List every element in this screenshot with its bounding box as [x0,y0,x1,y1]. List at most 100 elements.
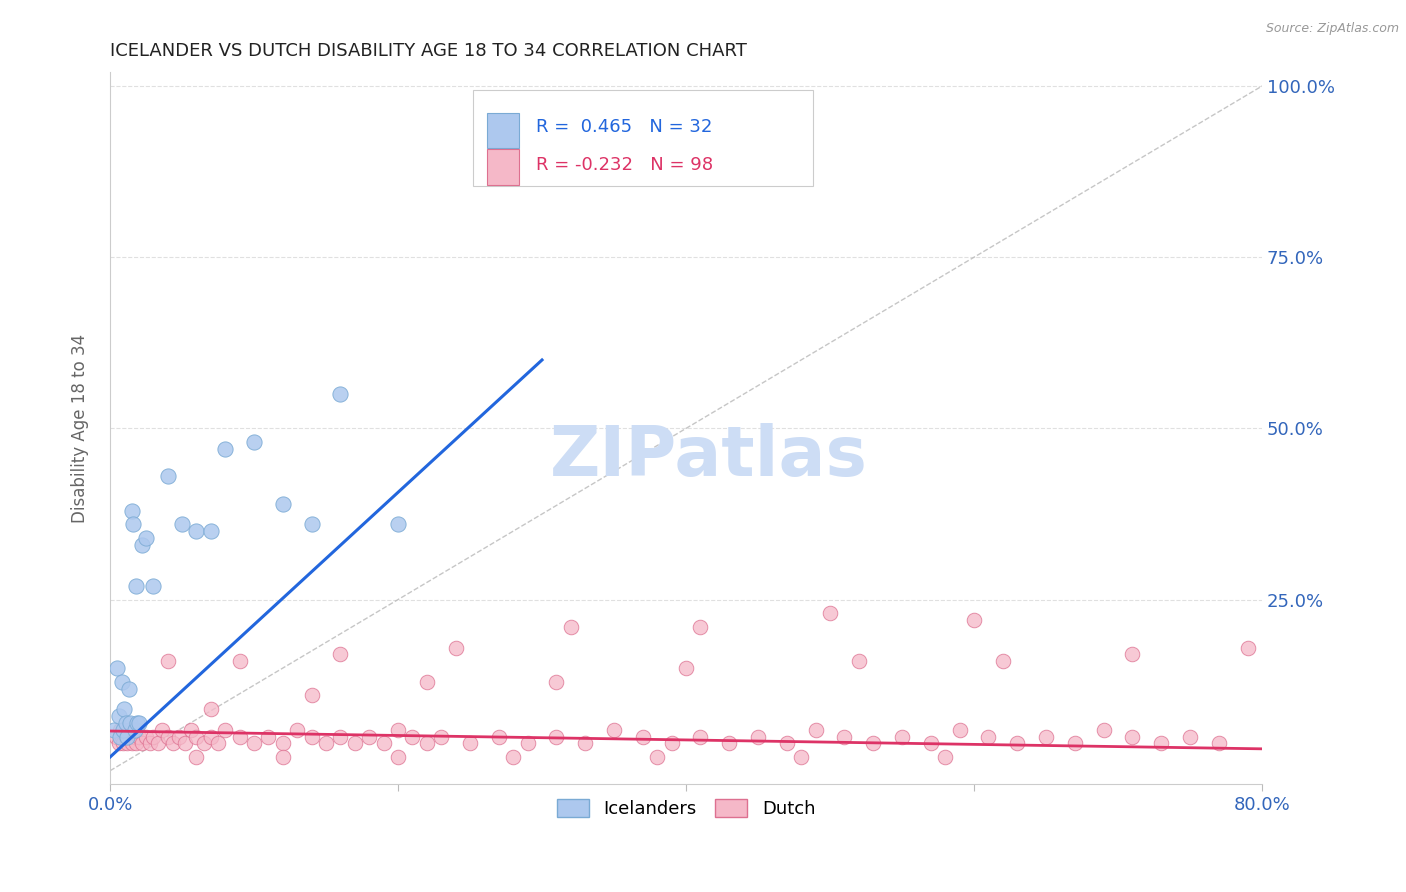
Point [747,730,769,744]
Point [574,736,596,750]
Point [107,736,129,750]
Point [689,730,711,744]
Point [474,127,496,141]
Point [1063,736,1085,750]
Point [329,730,352,744]
Point [103,723,125,737]
Point [776,736,799,750]
Point [167,730,190,744]
Point [193,736,215,750]
Point [114,723,136,737]
Point [818,607,841,621]
Point [948,723,970,737]
Point [174,736,197,750]
Point [127,723,149,737]
Point [848,654,870,668]
Point [546,730,568,744]
Point [401,730,423,744]
Point [1236,640,1258,655]
Point [488,730,510,744]
FancyBboxPatch shape [472,90,813,186]
Point [112,723,135,737]
Point [977,730,1000,744]
Point [125,736,148,750]
Point [105,661,128,675]
Point [107,709,129,723]
Point [125,579,148,593]
Point [458,736,481,750]
Point [416,674,439,689]
Point [200,524,222,538]
Point [121,503,143,517]
Point [120,715,142,730]
Point [170,517,193,532]
Point [301,689,323,703]
Point [416,736,439,750]
Point [243,435,266,450]
Point [110,674,132,689]
Point [1035,730,1057,744]
Point [180,723,202,737]
Point [228,654,250,668]
Point [214,723,236,737]
Y-axis label: Disability Age 18 to 34: Disability Age 18 to 34 [72,334,89,523]
Point [560,620,582,634]
Point [631,730,654,744]
Point [516,736,538,750]
Point [131,736,153,750]
Point [122,723,145,737]
Point [207,736,229,750]
Text: R = -0.232   N = 98: R = -0.232 N = 98 [536,156,713,174]
Point [124,730,146,744]
Point [546,674,568,689]
Point [675,661,697,675]
Point [257,730,280,744]
Point [120,730,142,744]
Point [920,736,942,750]
Legend: Icelanders, Dutch: Icelanders, Dutch [550,791,823,825]
FancyBboxPatch shape [486,149,519,185]
Point [271,750,294,764]
Point [121,736,143,750]
Point [135,531,157,545]
Point [115,715,138,730]
Point [1150,736,1173,750]
Point [963,613,986,627]
Point [689,620,711,634]
Point [117,730,139,744]
Point [387,750,409,764]
Point [444,640,467,655]
Point [243,736,266,750]
Point [1178,730,1201,744]
Point [315,736,337,750]
Point [124,723,146,737]
Point [118,681,141,696]
Point [645,750,668,764]
Point [804,723,827,737]
Point [115,730,138,744]
Point [131,538,153,552]
Point [114,702,136,716]
Point [373,736,395,750]
Point [108,730,131,744]
Point [104,730,127,744]
Point [150,723,173,737]
Point [329,387,352,401]
Point [127,715,149,730]
Text: ICELANDER VS DUTCH DISABILITY AGE 18 TO 34 CORRELATION CHART: ICELANDER VS DUTCH DISABILITY AGE 18 TO … [110,42,747,60]
Point [271,497,294,511]
FancyBboxPatch shape [486,112,519,148]
Point [603,723,626,737]
Point [502,127,524,141]
Point [156,469,179,483]
Point [135,730,157,744]
Point [1005,736,1028,750]
Point [329,648,352,662]
Point [934,750,956,764]
Point [502,750,524,764]
Point [142,579,165,593]
Point [387,723,409,737]
Point [834,730,856,744]
Point [661,736,683,750]
Point [891,730,914,744]
